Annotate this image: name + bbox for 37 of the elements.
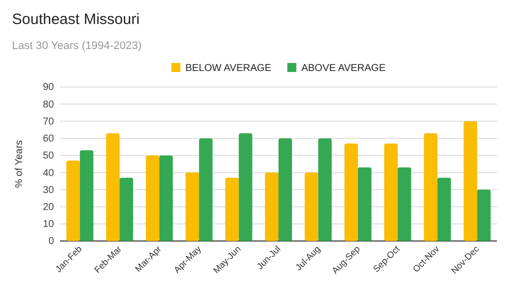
bar <box>199 138 213 241</box>
bar <box>238 133 252 241</box>
y-tick-label: 90 <box>42 82 54 94</box>
y-tick-label: 0 <box>48 236 54 248</box>
legend-label: ABOVE AVERAGE <box>301 63 386 74</box>
bar <box>264 172 278 241</box>
y-tick-label: 30 <box>42 184 54 196</box>
bar <box>437 178 451 241</box>
bar <box>120 178 134 241</box>
y-tick-label: 50 <box>42 150 54 162</box>
bar <box>304 172 318 241</box>
y-tick-label: 80 <box>42 99 54 110</box>
bar <box>106 133 120 241</box>
bar <box>225 178 239 241</box>
bar <box>358 167 372 241</box>
chart-subtitle: Last 30 Years (1994-2023) <box>12 40 142 52</box>
y-tick-label: 10 <box>42 219 54 230</box>
legend-label: BELOW AVERAGE <box>185 63 272 74</box>
bar <box>464 121 478 241</box>
bar <box>146 155 160 241</box>
y-tick-label: 60 <box>42 134 54 145</box>
y-axis-title: % of Years <box>14 140 25 188</box>
bar <box>159 155 173 241</box>
bar <box>424 133 438 241</box>
bar <box>384 143 398 241</box>
bar <box>186 172 200 241</box>
chart-title: Southeast Missouri <box>12 11 140 28</box>
bar <box>398 167 412 241</box>
bar <box>477 190 491 241</box>
bar <box>318 138 332 241</box>
y-tick-label: 20 <box>42 202 54 213</box>
y-tick-label: 70 <box>42 116 54 128</box>
bar <box>278 138 292 241</box>
bar <box>80 150 94 241</box>
bar <box>66 160 80 241</box>
bar <box>344 143 358 241</box>
y-tick-label: 40 <box>42 168 54 179</box>
